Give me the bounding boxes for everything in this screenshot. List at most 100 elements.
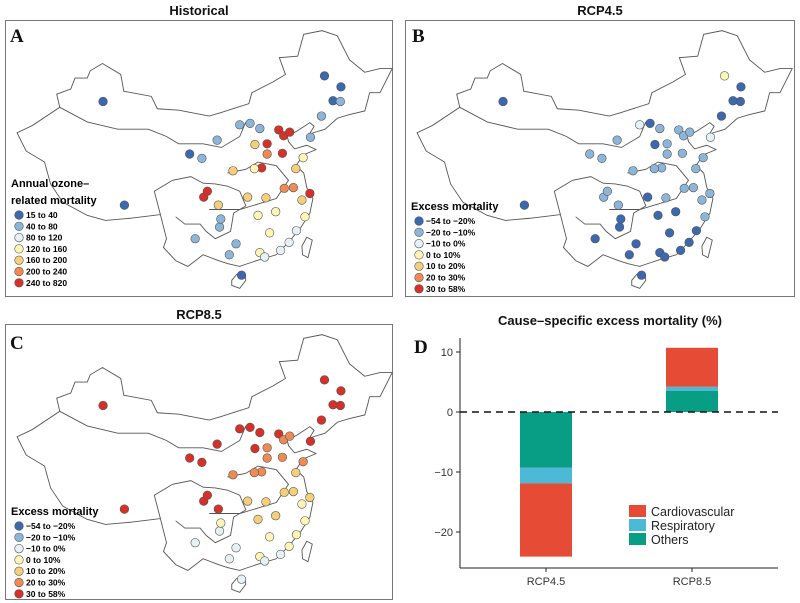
city-marker (235, 120, 245, 130)
legend-label: −20 to −10% (26, 532, 76, 542)
city-marker (616, 214, 626, 224)
city-marker (231, 239, 241, 249)
legend-label: −10 to 0% (426, 239, 466, 249)
city-marker (262, 149, 272, 159)
legend-swatch (14, 210, 24, 220)
city-marker (202, 186, 212, 196)
city-marker (243, 496, 253, 506)
panel-b-title: RCP4.5 (577, 3, 623, 18)
province-border (553, 176, 647, 240)
city-marker (288, 487, 298, 497)
city-marker (691, 226, 702, 236)
city-marker (585, 149, 595, 159)
hainan-outline (231, 274, 247, 289)
city-marker (190, 538, 200, 548)
city-marker (305, 492, 315, 503)
legend-swatch (14, 221, 24, 231)
panel-b-map: Excess mortality −54 to −20% −20 to −10% −1… (405, 20, 795, 297)
city-marker (700, 212, 710, 222)
legend-swatch (14, 521, 24, 531)
city-marker (613, 200, 623, 210)
city-marker (645, 118, 655, 128)
legend-swatch (14, 266, 24, 277)
city-marker (519, 200, 530, 210)
city-marker (305, 132, 316, 142)
panel-c-title: RCP8.5 (176, 307, 222, 322)
city-marker (202, 490, 212, 500)
y-tick-label: −10 (434, 467, 453, 479)
city-marker (216, 214, 226, 224)
bar-segment-others (520, 412, 572, 468)
city-marker (119, 504, 130, 514)
city-marker (643, 192, 653, 202)
panel-a-letter: A (10, 26, 24, 47)
panel-c-letter: C (10, 333, 24, 354)
legend-title: related mortality (11, 195, 97, 207)
legend-swatch (629, 519, 646, 531)
city-marker (297, 195, 307, 205)
city-marker (602, 186, 612, 196)
city-marker (236, 270, 247, 280)
city-marker (653, 210, 663, 220)
city-marker (228, 166, 238, 176)
legend-label: 240 to 820 (26, 278, 67, 288)
city-marker (261, 497, 271, 507)
city-marker (212, 135, 222, 145)
city-marker (636, 270, 647, 280)
y-tick-label: −20 (434, 527, 453, 539)
panel-b-letter: B (412, 26, 425, 47)
legend-label: −10 to 0% (26, 544, 66, 554)
city-marker (288, 183, 298, 193)
city-marker (697, 195, 707, 205)
city-marker (291, 468, 301, 478)
legend-swatch (414, 227, 424, 237)
panel-a-title: Historical (169, 3, 229, 18)
city-marker (119, 200, 130, 210)
city-marker (316, 111, 327, 121)
city-marker (298, 457, 308, 467)
x-tick-label: RCP8.5 (673, 576, 712, 588)
hainan-outline (631, 274, 647, 289)
panel-a-map: Annual ozone– related mortality 15 to 40 40… (5, 20, 393, 297)
legend-label: 30 to 58% (426, 284, 466, 294)
legend-swatch (14, 255, 24, 265)
city-marker (719, 71, 730, 81)
city-marker (245, 118, 255, 128)
city-marker (255, 123, 265, 134)
taiwan-outline (301, 236, 313, 259)
legend-swatch (14, 566, 24, 576)
city-marker (660, 252, 670, 262)
taiwan-outline (301, 540, 313, 563)
city-marker (213, 504, 223, 514)
city-marker (185, 149, 195, 159)
city-marker (684, 237, 694, 247)
city-marker (214, 222, 225, 232)
legend-label: 20 to 30% (26, 578, 66, 588)
province-border (153, 480, 247, 544)
legend-label: 160 to 200 (26, 255, 67, 265)
city-marker (249, 164, 259, 174)
city-marker (212, 439, 222, 449)
city-marker (275, 549, 286, 559)
legend-label: Cardiovascular (651, 505, 734, 519)
city-marker (190, 234, 200, 244)
y-tick-label: 10 (441, 347, 453, 359)
legend-swatch (414, 284, 424, 294)
legend-label: 80 to 120 (26, 233, 63, 243)
city-marker (98, 96, 108, 107)
city-marker (664, 228, 675, 238)
x-tick-label: RCP4.5 (527, 576, 566, 588)
city-marker (291, 530, 302, 540)
legend-label: −54 to −20% (426, 216, 476, 226)
city-marker (675, 245, 686, 255)
city-marker (279, 487, 289, 497)
legend-label: −20 to −10% (426, 227, 476, 237)
taiwan-outline (701, 236, 713, 259)
city-marker (262, 139, 272, 149)
city-marker (688, 183, 698, 193)
legend-label: 40 to 80 (26, 221, 58, 231)
city-marker (249, 468, 259, 478)
city-marker (662, 149, 672, 159)
city-marker (305, 188, 315, 199)
legend-swatch (629, 533, 646, 545)
